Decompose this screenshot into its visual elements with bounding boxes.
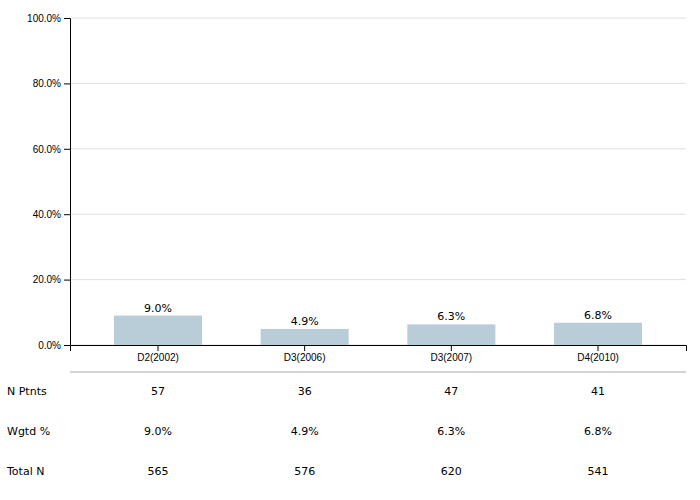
bar [407,324,495,345]
data-labels: 9.0% 4.9% 6.3% 6.8% [144,302,612,328]
tick-mark [304,345,305,351]
tick-label: 20.0% [33,274,61,285]
grid [70,18,686,345]
grid-line [70,83,686,84]
tick-mark [158,345,159,351]
table-row-label: Wgtd % [7,425,50,438]
tick-mark [598,345,599,351]
tick: D4(2010) [577,345,619,363]
tick-mark [64,83,70,84]
tick: 40.0% [33,209,70,220]
tick: 100.0% [27,13,70,24]
table-cell: 541 [588,465,609,478]
separator [70,372,686,373]
tick: 60.0% [33,144,70,155]
data-label: 6.3% [437,310,465,323]
tick-label: 0.0% [38,340,61,351]
tick: 20.0% [33,274,70,285]
data-label: 6.8% [584,309,612,322]
grid-line [70,214,686,215]
chart: 9.0% 4.9% 6.3% 6.8% 0.0% 20.0% 40.0% 60.0% 80.0%… [0,0,700,500]
tick-label: 100.0% [27,13,61,24]
bar [114,316,202,345]
table-cell: 4.9% [291,425,319,438]
table-cell: 565 [148,465,169,478]
axis-line [64,19,71,346]
table-cell: 47 [444,385,458,398]
y-axis: 0.0% 20.0% 40.0% 60.0% 80.0% 100.0% [27,13,70,351]
tick-mark [64,345,70,346]
tick-mark [64,18,70,19]
tick: 0.0% [38,340,70,351]
tick-label: D2(2002) [137,352,179,363]
table-cell: 6.3% [437,425,465,438]
grid-line [70,18,686,19]
tick-label: 60.0% [33,144,61,155]
table-cell: 620 [441,465,462,478]
table-cell: 36 [298,385,312,398]
table-cell: 9.0% [144,425,172,438]
bar [554,323,642,345]
table-cell: 576 [294,465,315,478]
data-label: 9.0% [144,302,172,315]
tick-mark [64,280,70,281]
table-row-label: N Ptnts [7,385,47,398]
grid-line [70,279,686,280]
tick-label: 80.0% [33,78,61,89]
table-cell: 57 [151,385,165,398]
tick-mark [451,345,452,351]
tick: D3(2007) [430,345,472,363]
bars [114,316,642,345]
tick: D3(2006) [284,345,326,363]
table-row-label: Total N [6,465,44,478]
tick-label: 40.0% [33,209,61,220]
tick-mark [64,214,70,215]
table: N Ptnts 57 36 47 41 Wgtd % 9.0% 4.9% 6.3% 6.8% Tot… [6,385,612,478]
tick-label: D3(2007) [430,352,472,363]
tick-mark [64,149,70,150]
data-label: 4.9% [291,315,319,328]
tick-label: D4(2010) [577,352,619,363]
bar [261,329,349,345]
table-cell: 6.8% [584,425,612,438]
tick: D2(2002) [137,345,179,363]
table-cell: 41 [591,385,605,398]
x-axis: D2(2002) D3(2006) D3(2007) D4(2010) [71,345,687,363]
grid-line [70,148,686,149]
tick-label: D3(2006) [284,352,326,363]
axis-line [71,346,687,352]
tick: 80.0% [33,78,70,89]
